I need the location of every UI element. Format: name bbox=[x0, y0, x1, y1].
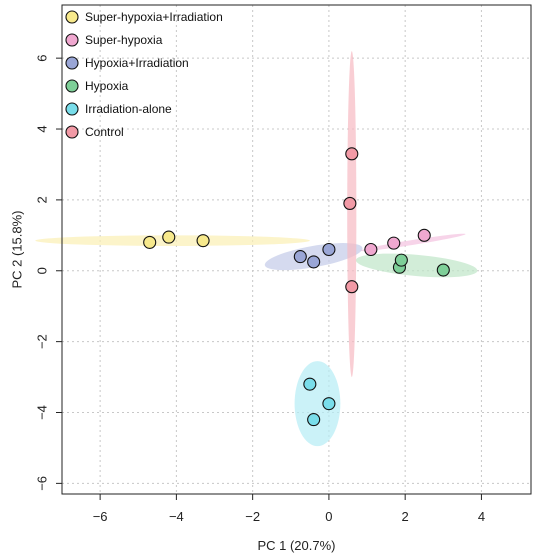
x-tick-label: 0 bbox=[325, 509, 332, 524]
x-tick-label: 4 bbox=[478, 509, 485, 524]
legend-marker bbox=[65, 33, 79, 47]
point-series-3 bbox=[394, 253, 408, 267]
x-tick-label: −4 bbox=[169, 509, 184, 524]
ellipse-series-5 bbox=[347, 51, 357, 378]
legend-label: Super-hypoxia bbox=[85, 33, 163, 47]
point-series-0 bbox=[143, 235, 157, 249]
y-tick-label: 6 bbox=[35, 55, 50, 62]
legend-label: Control bbox=[85, 125, 124, 139]
point-series-4 bbox=[303, 377, 317, 391]
y-tick-label: −4 bbox=[35, 405, 50, 420]
legend-marker bbox=[65, 125, 79, 139]
data-points bbox=[143, 147, 450, 427]
legend-marker bbox=[65, 102, 79, 116]
point-series-5 bbox=[345, 280, 359, 294]
legend-label: Hypoxia+Irradiation bbox=[85, 56, 189, 70]
y-tick-label: −2 bbox=[35, 334, 50, 349]
point-series-2 bbox=[322, 242, 336, 257]
legend-marker bbox=[65, 79, 79, 93]
legend-label: Irradiation-alone bbox=[85, 102, 172, 116]
y-tick-label: −6 bbox=[35, 476, 50, 491]
point-series-5 bbox=[345, 147, 359, 161]
y-tick-label: 4 bbox=[35, 125, 50, 132]
point-series-1 bbox=[364, 242, 378, 257]
plot-frame bbox=[61, 4, 532, 495]
x-axis-title: PC 1 (20.7%) bbox=[257, 538, 335, 553]
legend-marker bbox=[65, 10, 79, 24]
point-series-0 bbox=[162, 230, 176, 244]
legend: Super-hypoxia+Irradiation Super-hypoxia Hy… bbox=[65, 10, 223, 139]
point-series-1 bbox=[387, 236, 401, 250]
y-axis-title: PC 2 (15.8%) bbox=[10, 210, 25, 288]
ellipse-series-1 bbox=[360, 233, 466, 252]
point-series-2 bbox=[293, 250, 307, 264]
point-series-4 bbox=[322, 397, 336, 411]
point-series-0 bbox=[196, 234, 210, 248]
x-tick-label: −6 bbox=[93, 509, 108, 524]
x-tick-label: −2 bbox=[245, 509, 260, 524]
point-series-4 bbox=[307, 413, 321, 427]
y-tick-label: 2 bbox=[35, 196, 50, 203]
legend-label: Super-hypoxia+Irradiation bbox=[85, 10, 223, 24]
axes: −6 −4 −2 0 2 4 −6 −4 −2 0 2 4 6 bbox=[35, 55, 486, 524]
point-series-1 bbox=[417, 228, 431, 242]
point-series-3 bbox=[436, 263, 450, 277]
y-tick-label: 0 bbox=[35, 267, 50, 274]
legend-marker bbox=[65, 56, 79, 70]
point-series-2 bbox=[307, 255, 321, 269]
point-series-5 bbox=[343, 196, 357, 210]
x-tick-label: 2 bbox=[402, 509, 409, 524]
legend-label: Hypoxia bbox=[85, 79, 129, 93]
